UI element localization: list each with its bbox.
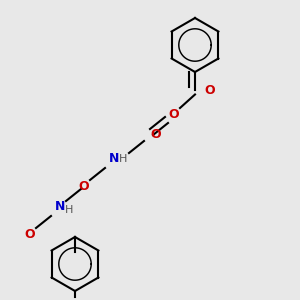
Text: H: H [119, 154, 127, 164]
Text: O: O [205, 83, 215, 97]
Text: O: O [79, 179, 89, 193]
Text: N: N [109, 152, 119, 166]
Text: O: O [25, 227, 35, 241]
Text: H: H [65, 205, 73, 215]
Text: N: N [55, 200, 65, 214]
Text: O: O [151, 128, 161, 142]
Text: O: O [169, 107, 179, 121]
